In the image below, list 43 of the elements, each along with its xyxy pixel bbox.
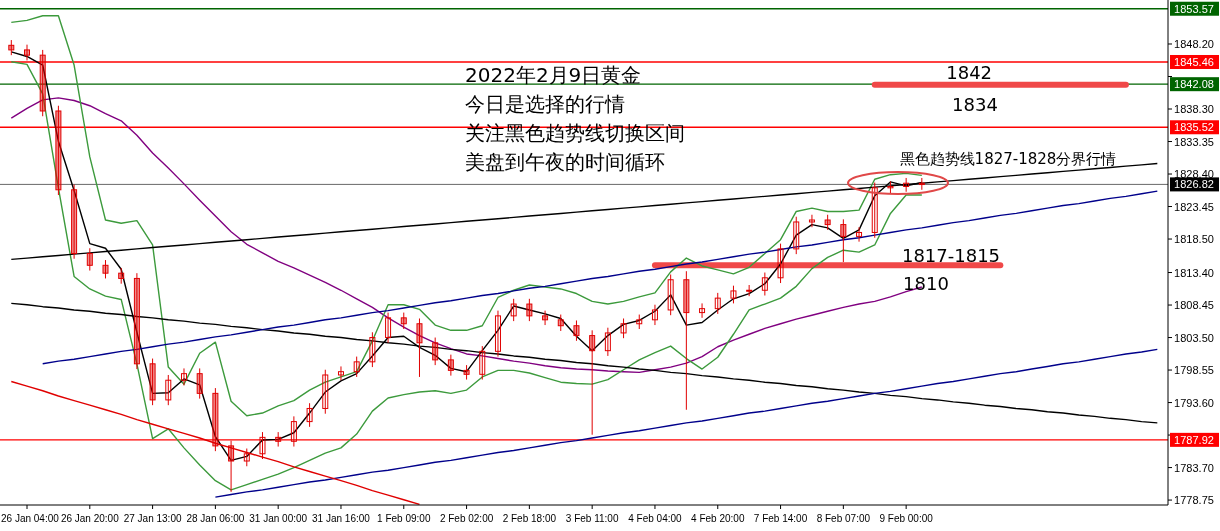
y-tick-label: 1798.55 [1174,364,1214,377]
annotation: 1834 [952,94,998,115]
x-tick-label: 3 Feb 11:00 [565,513,619,524]
y-tick-label: 1808.45 [1174,299,1214,312]
y-tick-label: 1823.45 [1174,200,1214,213]
ref-line-label: 1842.08 [1174,78,1214,91]
annotation: 黑色趋势线1827-1828分界行情 [899,150,1117,168]
y-tick-label: 1818.50 [1174,233,1214,246]
y-tick-label: 1828.40 [1174,168,1214,181]
ref-line-label: 1845.46 [1174,55,1214,68]
x-tick-label: 9 Feb 00:00 [879,513,934,524]
x-tick-label: 4 Feb 20:00 [691,513,745,524]
ref-line-label: 1853.57 [1174,2,1214,15]
ref-line-label: 1826.82 [1174,178,1214,191]
x-tick-label: 8 Feb 07:00 [816,513,871,524]
x-tick-label: 27 Jan 13:00 [123,513,182,524]
annotation: 1817-1815 [901,245,1001,266]
x-tick-label: 4 Feb 04:00 [628,513,683,524]
y-tick-label: 1778.75 [1174,494,1214,507]
y-tick-label: 1803.50 [1174,331,1214,344]
annotation: 美盘到午夜的时间循环 [465,150,665,174]
x-tick-label: 31 Jan 16:00 [312,513,371,524]
x-tick-label: 2 Feb 18:00 [502,513,557,524]
x-tick-label: 1 Feb 09:00 [377,513,431,524]
annotation: 关注黑色趋势线切换区间 [465,121,685,145]
y-tick-label: 1793.60 [1174,396,1214,409]
y-tick-label: 1838.30 [1174,103,1214,116]
x-tick-label: 26 Jan 20:00 [60,513,120,524]
annotation: 1810 [903,273,949,294]
y-tick-label: 1848.20 [1174,38,1214,50]
x-tick-label: 28 Jan 06:00 [186,513,245,524]
ref-line-label: 1787.92 [1174,433,1214,446]
annotation: 1842 [946,61,993,83]
y-tick-label: 1783.70 [1174,461,1214,474]
y-tick-label: 1813.40 [1174,266,1214,279]
text: 2022年2月9日黄金 [465,63,642,87]
x-tick-label: 26 Jan 04:00 [1,513,60,524]
annotation: 今日是选择的行情 [465,92,625,116]
y-tick-label: 1833.35 [1174,135,1214,148]
x-tick-label: 31 Jan 00:00 [249,513,308,524]
x-tick-label: 2 Feb 02:00 [439,513,494,524]
ref-line-label: 1835.52 [1174,121,1214,134]
x-tick-label: 7 Feb 14:00 [753,513,808,524]
